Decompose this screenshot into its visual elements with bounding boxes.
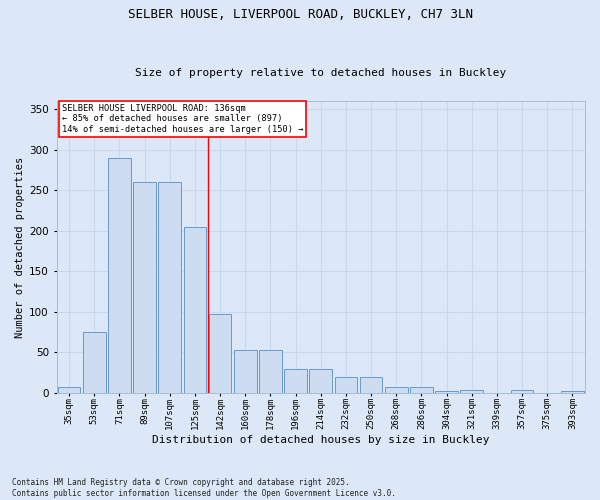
Y-axis label: Number of detached properties: Number of detached properties: [15, 156, 25, 338]
Bar: [435, 390, 458, 393]
Bar: [360, 377, 382, 393]
Title: Size of property relative to detached houses in Buckley: Size of property relative to detached ho…: [135, 68, 506, 78]
Bar: [209, 314, 232, 393]
Bar: [460, 390, 483, 393]
Bar: [234, 350, 257, 393]
Text: Contains HM Land Registry data © Crown copyright and database right 2025.
Contai: Contains HM Land Registry data © Crown c…: [12, 478, 396, 498]
Bar: [410, 388, 433, 393]
Bar: [133, 182, 156, 393]
Bar: [83, 332, 106, 393]
Bar: [284, 368, 307, 393]
Bar: [310, 368, 332, 393]
Bar: [259, 350, 282, 393]
Bar: [335, 377, 357, 393]
Bar: [511, 390, 533, 393]
Bar: [158, 182, 181, 393]
Bar: [184, 226, 206, 393]
Text: SELBER HOUSE LIVERPOOL ROAD: 136sqm
← 85% of detached houses are smaller (897)
1: SELBER HOUSE LIVERPOOL ROAD: 136sqm ← 85…: [62, 104, 304, 134]
Bar: [58, 386, 80, 393]
Text: SELBER HOUSE, LIVERPOOL ROAD, BUCKLEY, CH7 3LN: SELBER HOUSE, LIVERPOOL ROAD, BUCKLEY, C…: [128, 8, 473, 20]
Bar: [561, 392, 584, 393]
X-axis label: Distribution of detached houses by size in Buckley: Distribution of detached houses by size …: [152, 435, 490, 445]
Bar: [108, 158, 131, 393]
Bar: [385, 388, 407, 393]
